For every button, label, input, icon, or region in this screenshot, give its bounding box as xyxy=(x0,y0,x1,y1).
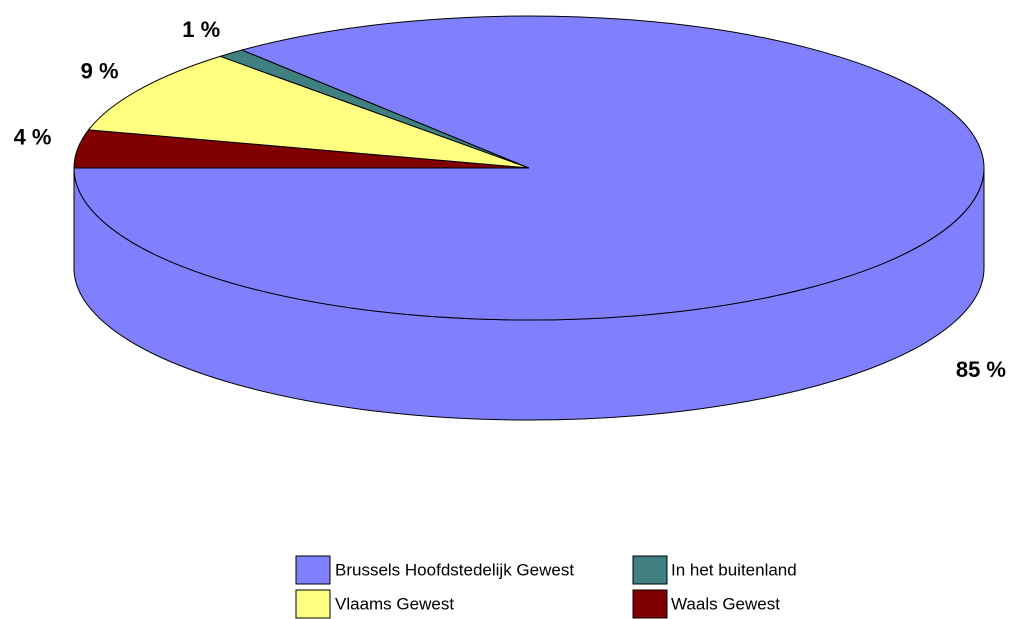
legend-label: Brussels Hoofdstedelijk Gewest xyxy=(335,560,574,579)
legend-label: Vlaams Gewest xyxy=(335,594,454,613)
pie-slice xyxy=(73,15,985,321)
legend-label: In het buitenland xyxy=(671,560,797,579)
legend-swatch xyxy=(632,555,668,585)
legend-swatch xyxy=(632,589,668,619)
data-label: 9 % xyxy=(81,58,119,83)
pie-slice xyxy=(87,55,530,169)
legend-swatch xyxy=(295,555,331,585)
legend-swatch xyxy=(295,589,331,619)
data-label: 1 % xyxy=(182,17,220,42)
data-label: 4 % xyxy=(14,124,52,149)
data-label: 85 % xyxy=(956,357,1006,382)
legend-label: Waals Gewest xyxy=(671,594,780,613)
